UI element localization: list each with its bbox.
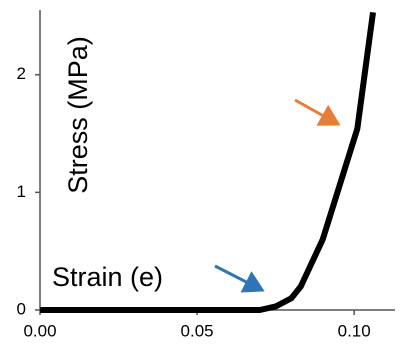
arrow [294, 98, 341, 126]
line [40, 11, 376, 313]
y-tick-label: 0 [17, 299, 26, 318]
y-tick-label: 2 [17, 64, 26, 83]
x-tick-label: 0.10 [338, 321, 371, 340]
arrow [214, 264, 265, 293]
x-tick-label: 0.05 [181, 321, 214, 340]
x-axis-label: Strain (e) [52, 262, 163, 292]
x-tick-label: 0.00 [23, 321, 56, 340]
y-axis-label: Stress (MPa) [63, 36, 93, 194]
y-tick-label: 1 [17, 182, 26, 201]
